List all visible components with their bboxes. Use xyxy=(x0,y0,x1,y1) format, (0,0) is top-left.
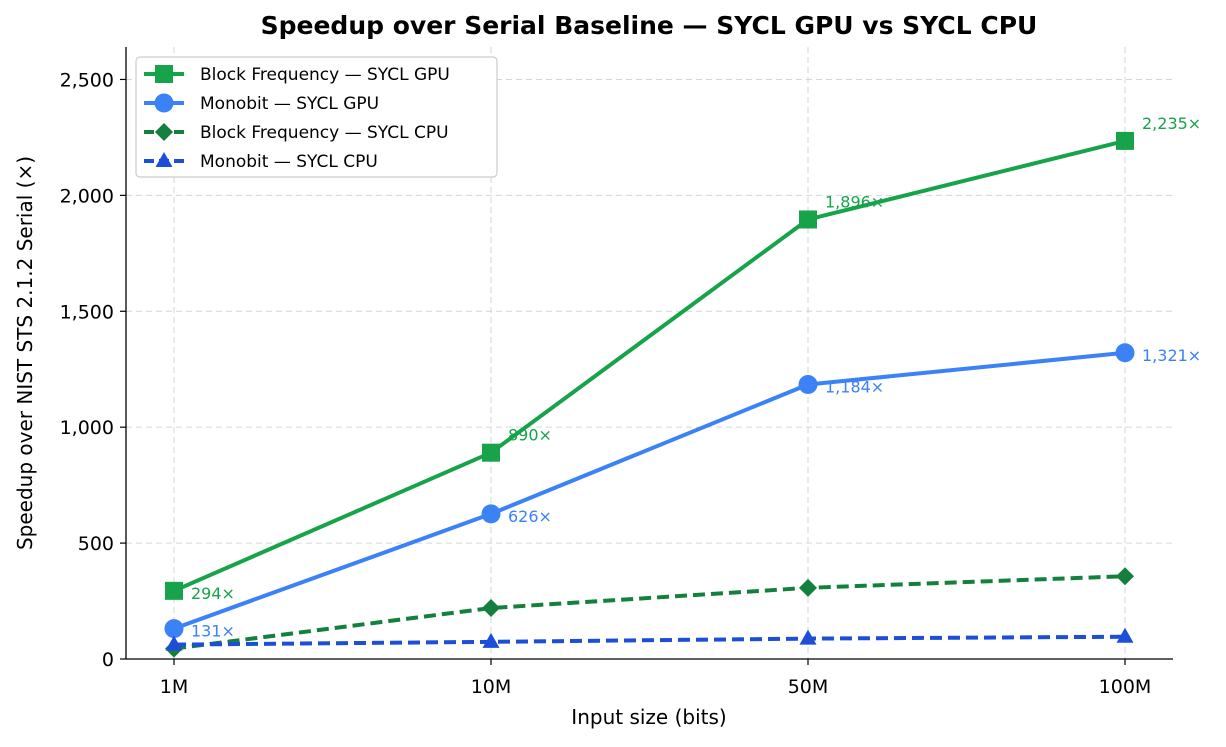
data-point xyxy=(482,443,500,462)
data-point xyxy=(799,578,817,597)
y-tick-label: 1,500 xyxy=(60,301,114,323)
data-point xyxy=(1115,343,1135,363)
legend-item: Monobit — SYCL GPU xyxy=(144,93,379,114)
data-point xyxy=(164,619,184,639)
data-point xyxy=(798,375,818,395)
series-line xyxy=(173,138,1126,593)
data-label: 294× xyxy=(191,584,235,603)
series-layer xyxy=(164,131,1135,658)
legend-item: Block Frequency — SYCL GPU xyxy=(144,65,450,85)
legend-label: Block Frequency — SYCL GPU xyxy=(200,65,450,85)
data-label: 1,321× xyxy=(1142,346,1201,365)
legend-marker xyxy=(155,65,173,83)
series-line xyxy=(173,350,1126,631)
x-tick-label: 50M xyxy=(788,676,829,698)
y-tick-label: 2,000 xyxy=(60,185,114,207)
legend: Block Frequency — SYCL GPU Monobit — SYCL… xyxy=(135,56,498,178)
y-tick-label: 0 xyxy=(102,649,114,671)
data-point xyxy=(1116,567,1134,586)
legend-item: Block Frequency — SYCL CPU xyxy=(144,123,449,143)
data-point xyxy=(799,210,817,229)
data-label: 2,235× xyxy=(1142,114,1201,133)
legend-box xyxy=(135,56,498,178)
y-tick-label: 2,500 xyxy=(60,69,114,91)
legend-marker xyxy=(155,152,173,167)
series-1 xyxy=(165,131,1134,600)
data-point xyxy=(482,599,500,617)
data-label: 626× xyxy=(508,507,552,526)
legend-label: Block Frequency — SYCL CPU xyxy=(200,123,449,143)
data-label: 131× xyxy=(191,622,235,641)
data-point xyxy=(799,629,817,645)
x-tick-label: 10M xyxy=(471,676,512,698)
data-label: 890× xyxy=(508,426,552,445)
y-tick-label: 1,000 xyxy=(60,417,114,439)
x-tick-label: 1M xyxy=(160,676,188,698)
x-axis-label: Input size (bits) xyxy=(571,705,726,729)
series-line xyxy=(173,634,1126,647)
series-4 xyxy=(165,627,1134,651)
legend-marker xyxy=(154,93,174,113)
x-tick-label: 100M xyxy=(1099,676,1152,698)
chart-title: Speedup over Serial Baseline — SYCL GPU … xyxy=(261,11,1038,40)
data-point xyxy=(1116,627,1134,643)
y-axis-label: Speedup over NIST STS 2.1.2 Serial (×) xyxy=(13,156,37,550)
series-2 xyxy=(164,343,1135,639)
series-line xyxy=(173,574,1126,651)
data-point xyxy=(481,504,501,524)
legend-label: Monobit — SYCL GPU xyxy=(200,94,379,114)
axes: 0 500 1,000 1,500 2,000 2,500 1M 10M 50M 100M xyxy=(60,47,1173,698)
y-tick-label: 500 xyxy=(78,533,114,555)
data-label: 1,184× xyxy=(825,378,884,397)
data-labels: 294× 890× 1,896× 2,235× 131× 626× 1,184× 1,321× xyxy=(191,114,1201,641)
data-label: 1,896× xyxy=(825,192,884,211)
data-point xyxy=(1116,131,1134,150)
data-point xyxy=(482,632,500,648)
data-point xyxy=(165,581,183,600)
legend-item: Monobit — SYCL CPU xyxy=(144,152,378,172)
legend-label: Monobit — SYCL CPU xyxy=(200,152,378,172)
legend-marker xyxy=(155,123,173,141)
data-point xyxy=(165,635,183,651)
